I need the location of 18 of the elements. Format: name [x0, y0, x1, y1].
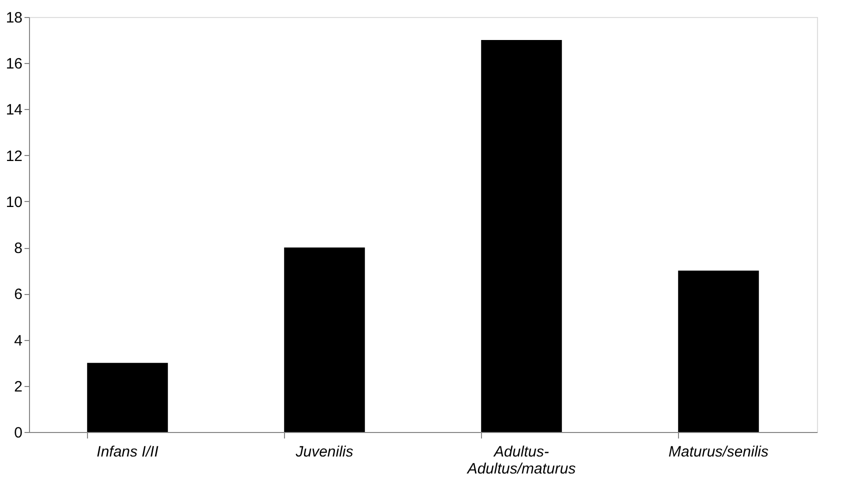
x-tick-label: Adultus-Adultus/maturus [466, 444, 576, 478]
y-tick-label: 16 [6, 56, 22, 73]
y-tick-label: 0 [14, 424, 22, 442]
y-tick-label: 12 [6, 148, 22, 165]
y-tick-label: 18 [6, 10, 22, 26]
y-tick-label: 10 [6, 194, 22, 211]
bar [87, 362, 168, 432]
x-tick-label: Infans I/II [96, 444, 158, 460]
y-tick-label: 2 [14, 378, 22, 396]
x-tick-label: Juvenilis [294, 444, 354, 460]
y-tick-label: 4 [14, 332, 22, 350]
bar [284, 248, 365, 432]
x-tick-label: Maturus/senilis [668, 444, 770, 460]
y-tick-label: 14 [6, 102, 22, 119]
bar [678, 270, 759, 432]
y-tick-label: 6 [14, 286, 22, 304]
y-tick-label: 8 [14, 240, 22, 258]
bar [481, 40, 562, 432]
